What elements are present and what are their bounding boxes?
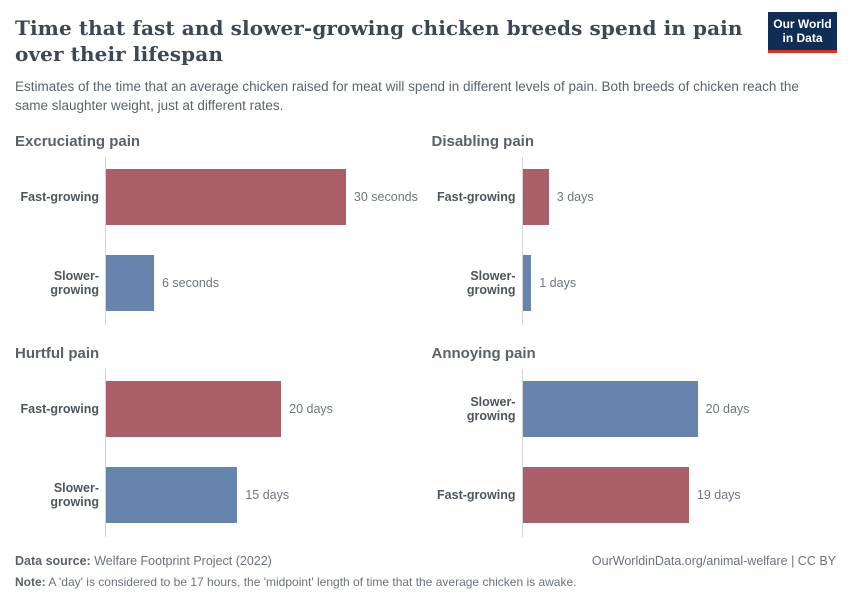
bar-value-label: 20 days [289,401,333,416]
bar-row: Fast-growing 30 seconds [15,168,420,225]
bar-fast-growing[interactable] [106,168,346,225]
bar-label: Slower-growing [50,268,99,297]
owid-logo[interactable]: Our World in Data [768,12,837,53]
panel-title: Excruciating pain [15,132,141,150]
owid-logo-line1: Our World [773,17,832,31]
plot-area: Fast-growing 20 days Slower-growing 15 d… [15,368,420,537]
bar-row: Fast-growing 19 days [432,466,837,523]
bar-value-label: 19 days [696,487,741,502]
bar-row: Slower-growing 15 days [15,466,420,523]
bar-track: 6 seconds [106,254,420,311]
bar-track: 20 days [106,380,420,437]
panel-hurtful-pain: Hurtful pain Fast-growing 20 days Slower… [15,345,420,537]
bar-fast-growing[interactable] [522,168,549,225]
bar-label: Fast-growing [20,189,99,204]
bar-row: Fast-growing 20 days [15,380,420,437]
bar-slower-growing[interactable] [106,466,238,523]
bar-track: 19 days [522,466,837,523]
bar-fast-growing[interactable] [522,466,689,523]
bar-label: Fast-growing [437,189,516,204]
panel-disabling-pain: Disabling pain Fast-growing 3 days Slowe… [432,133,837,325]
plot-area: Fast-growing 30 seconds Slower-growing 6… [15,156,420,325]
panel-title: Disabling pain [431,132,535,150]
chart-header: Time that fast and slower-growing chicke… [0,0,850,116]
bar-value-label: 20 days [705,401,750,416]
bar-row: Fast-growing 3 days [432,168,837,225]
chart-footer: Data source: Welfare Footprint Project (… [0,554,850,589]
panel-annoying-pain: Annoying pain Slower-growing 20 days Fas… [432,345,837,537]
bar-track: 30 seconds [106,168,420,225]
bar-value-label: 1 days [539,275,577,290]
bar-track: 15 days [106,466,420,523]
note-text: A 'day' is considered to be 17 hours, th… [48,574,577,589]
owid-logo-line2: in Data [782,31,823,46]
data-source-value: Welfare Footprint Project (2022) [94,553,272,568]
data-source: Data source: Welfare Footprint Project (… [15,554,272,568]
bar-value-label: 15 days [245,487,290,502]
bar-slower-growing[interactable] [522,380,698,437]
bar-label: Slower-growing [466,268,516,297]
bar-row: Slower-growing 20 days [432,380,837,437]
facet-grid: Excruciating pain Fast-growing 30 second… [0,133,850,537]
bar-track: 1 days [522,254,837,311]
data-source-label: Data source: [15,553,91,568]
bar-value-label: 30 seconds [353,189,418,204]
bar-track: 20 days [522,380,837,437]
bar-track: 3 days [522,168,837,225]
bar-row: Slower-growing 1 days [432,254,837,311]
bar-value-label: 3 days [556,189,594,204]
chart-subtitle: Estimates of the time that an average ch… [15,78,799,114]
bar-fast-growing[interactable] [106,380,282,437]
credit-link[interactable]: OurWorldinData.org/animal-welfare | CC B… [591,553,836,568]
bar-value-label: 6 seconds [161,275,219,290]
bar-slower-growing[interactable] [106,254,154,311]
chart-title: Time that fast and slower-growing chicke… [15,16,743,67]
bar-label: Fast-growing [20,401,99,416]
plot-area: Fast-growing 3 days Slower-growing 1 day… [432,156,837,325]
plot-area: Slower-growing 20 days Fast-growing 19 d… [432,368,837,537]
note-label: Note: [15,574,46,589]
panel-title: Annoying pain [431,344,536,362]
bar-label: Slower-growing [466,394,516,423]
chart-note: Note: A 'day' is considered to be 17 hou… [15,575,836,589]
bar-row: Slower-growing 6 seconds [15,254,420,311]
bar-label: Slower-growing [50,480,99,509]
bar-label: Fast-growing [437,487,516,502]
panel-title: Hurtful pain [15,344,100,362]
panel-excruciating-pain: Excruciating pain Fast-growing 30 second… [15,133,420,325]
bar-slower-growing[interactable] [522,254,532,311]
